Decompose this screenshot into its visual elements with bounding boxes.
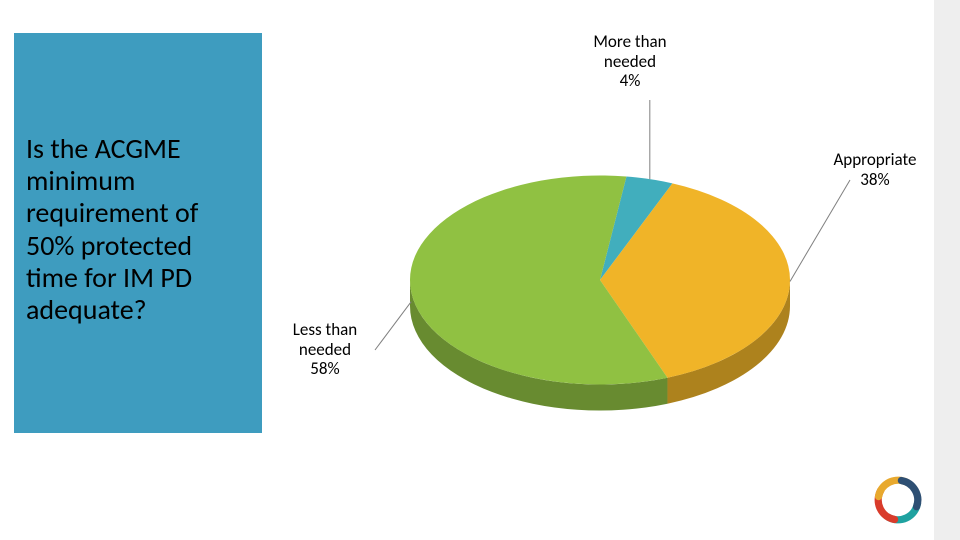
pie-chart-svg <box>280 30 940 510</box>
slide-root: Is the ACGME minimum requirement of 50% … <box>0 0 960 540</box>
title-block: Is the ACGME minimum requirement of 50% … <box>14 33 262 433</box>
slide-title: Is the ACGME minimum requirement of 50% … <box>26 131 198 327</box>
pie-chart: More thanneeded4% Appropriate38% Less th… <box>280 30 940 510</box>
label-more-than-needed: More thanneeded4% <box>570 32 690 91</box>
logo-icon <box>872 474 924 526</box>
label-less-than-needed: Less thanneeded58% <box>270 320 380 379</box>
label-appropriate: Appropriate38% <box>820 150 930 189</box>
